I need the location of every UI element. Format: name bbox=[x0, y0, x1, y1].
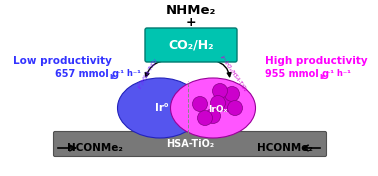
Text: 657 mmol g: 657 mmol g bbox=[55, 69, 119, 79]
Circle shape bbox=[206, 108, 220, 124]
Text: Low productivity: Low productivity bbox=[12, 56, 112, 66]
Circle shape bbox=[211, 96, 226, 111]
FancyArrowPatch shape bbox=[215, 61, 231, 77]
Text: Ir: Ir bbox=[109, 74, 115, 80]
Text: CO₂/H₂: CO₂/H₂ bbox=[168, 39, 214, 52]
Text: +: + bbox=[186, 17, 196, 30]
Text: HCONMe₂: HCONMe₂ bbox=[257, 143, 313, 153]
Circle shape bbox=[212, 83, 228, 99]
FancyArrowPatch shape bbox=[145, 60, 167, 77]
Text: ⁻¹ h⁻¹: ⁻¹ h⁻¹ bbox=[116, 70, 141, 78]
Text: HSA-TiO₂: HSA-TiO₂ bbox=[166, 139, 214, 149]
Circle shape bbox=[218, 96, 234, 112]
Text: High productivity: High productivity bbox=[265, 56, 367, 66]
Circle shape bbox=[228, 100, 243, 115]
Circle shape bbox=[192, 96, 208, 112]
Text: Ir⁰: Ir⁰ bbox=[155, 103, 169, 113]
Ellipse shape bbox=[118, 78, 203, 138]
Text: 955 mmol g: 955 mmol g bbox=[265, 69, 329, 79]
Text: HCONMe₂: HCONMe₂ bbox=[67, 143, 123, 153]
Text: Ir⁰-IrOₓ/HSA-TiO₂: Ir⁰-IrOₓ/HSA-TiO₂ bbox=[220, 54, 248, 92]
Text: ⁻¹ h⁻¹: ⁻¹ h⁻¹ bbox=[326, 70, 351, 78]
Text: Irᴾ/HSA-TiO₂: Irᴾ/HSA-TiO₂ bbox=[137, 57, 159, 89]
Text: Ir: Ir bbox=[319, 74, 325, 80]
FancyBboxPatch shape bbox=[54, 131, 327, 156]
Circle shape bbox=[197, 111, 212, 125]
FancyBboxPatch shape bbox=[145, 28, 237, 62]
Circle shape bbox=[225, 86, 240, 102]
Text: NHMe₂: NHMe₂ bbox=[166, 5, 216, 17]
Ellipse shape bbox=[170, 78, 256, 138]
Text: IrOₓ: IrOₓ bbox=[208, 105, 228, 114]
